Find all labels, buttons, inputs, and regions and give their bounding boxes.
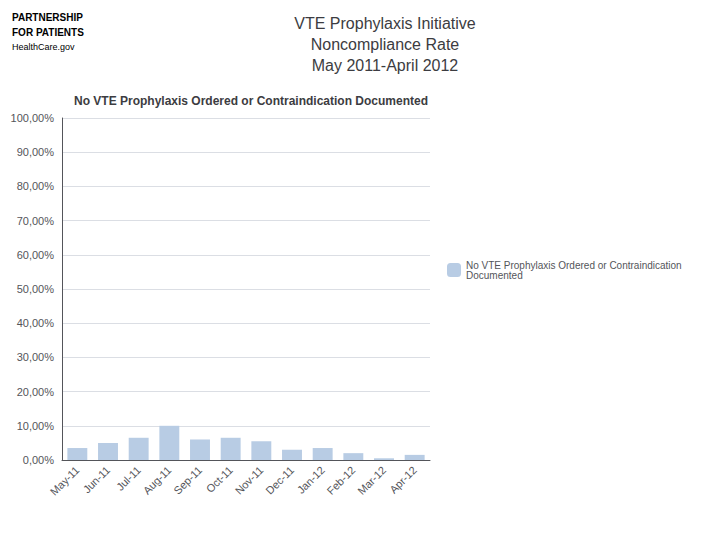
svg-text:Nov-11: Nov-11 <box>233 464 266 497</box>
svg-text:No VTE Prophylaxis Ordered or: No VTE Prophylaxis Ordered or Contraindi… <box>466 259 682 271</box>
svg-text:Documented: Documented <box>466 270 523 281</box>
svg-text:Apr-12: Apr-12 <box>387 464 419 496</box>
svg-text:VTE Prophylaxis Initiative: VTE Prophylaxis Initiative <box>294 15 476 32</box>
svg-text:Dec-11: Dec-11 <box>263 464 296 497</box>
svg-text:PARTNERSHIP: PARTNERSHIP <box>12 12 83 23</box>
svg-text:Feb-12: Feb-12 <box>324 464 357 497</box>
svg-text:10,00%: 10,00% <box>17 420 55 432</box>
svg-text:May 2011-April 2012: May 2011-April 2012 <box>312 57 459 74</box>
svg-text:70,00%: 70,00% <box>17 215 55 227</box>
svg-text:Noncompliance Rate: Noncompliance Rate <box>311 36 460 53</box>
svg-text:0,00%: 0,00% <box>23 454 54 466</box>
svg-text:No VTE Prophylaxis Ordered or: No VTE Prophylaxis Ordered or Contraindi… <box>74 94 428 108</box>
svg-text:100,00%: 100,00% <box>11 112 55 124</box>
svg-text:Mar-12: Mar-12 <box>355 464 388 497</box>
svg-text:Sep-11: Sep-11 <box>171 464 204 497</box>
svg-text:FOR PATIENTS: FOR PATIENTS <box>12 27 84 38</box>
svg-text:Aug-11: Aug-11 <box>141 464 174 497</box>
svg-text:Jun-11: Jun-11 <box>81 464 113 496</box>
svg-text:Oct-11: Oct-11 <box>204 464 235 495</box>
svg-text:90,00%: 90,00% <box>17 146 55 158</box>
svg-text:20,00%: 20,00% <box>17 386 55 398</box>
svg-text:HealthCare.gov: HealthCare.gov <box>12 42 75 52</box>
svg-text:60,00%: 60,00% <box>17 249 55 261</box>
svg-text:40,00%: 40,00% <box>17 317 55 329</box>
svg-text:Jan-12: Jan-12 <box>295 464 327 496</box>
svg-text:May-11: May-11 <box>48 464 82 498</box>
svg-text:50,00%: 50,00% <box>17 283 55 295</box>
svg-text:30,00%: 30,00% <box>17 351 55 363</box>
svg-text:Jul-11: Jul-11 <box>114 464 143 493</box>
svg-text:80,00%: 80,00% <box>17 180 55 192</box>
